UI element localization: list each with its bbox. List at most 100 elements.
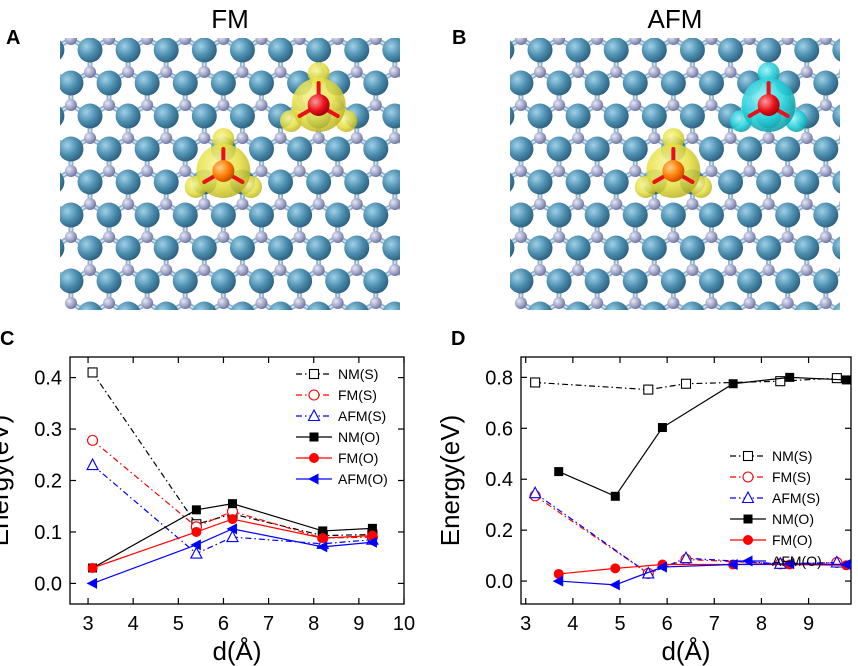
data-point: [643, 384, 654, 395]
large-atom: [756, 301, 781, 310]
large-atom: [813, 202, 839, 228]
bond-highlight: [414, 303, 433, 314]
small-atom: [255, 165, 268, 177]
small-atom: [838, 200, 840, 208]
small-atom: [179, 297, 192, 309]
small-atom: [781, 297, 794, 309]
large-atom: [584, 70, 610, 96]
bond-highlight: [845, 303, 858, 314]
small-atom: [496, 132, 508, 144]
small-atom: [514, 165, 527, 177]
x-axis-label: d(Å): [212, 636, 261, 666]
legend-marker: [743, 535, 753, 545]
bond: [616, 336, 635, 347]
legend-label: FM(O): [772, 532, 812, 548]
bond-highlight: [357, 336, 376, 347]
large-atom: [172, 136, 198, 162]
small-atom: [705, 165, 718, 177]
bond-highlight: [128, 336, 147, 347]
large-atom: [661, 335, 686, 360]
large-atom: [60, 202, 84, 228]
bond-highlight: [788, 336, 807, 347]
large-atom: [832, 236, 840, 260]
large-atom: [698, 70, 724, 96]
large-atom: [363, 335, 388, 360]
small-atom: [800, 66, 813, 78]
small-atom: [686, 198, 699, 210]
y-tick-label: 0.6: [485, 418, 513, 440]
small-atom: [610, 66, 623, 78]
large-atom: [115, 169, 141, 195]
small-atom: [331, 231, 344, 243]
small-atom: [255, 99, 268, 111]
data-point: [226, 529, 239, 543]
large-atom: [679, 103, 705, 129]
bond: [845, 138, 858, 149]
bond: [242, 336, 261, 347]
small-atom: [160, 264, 173, 276]
data-point: [530, 377, 541, 388]
series-line: [558, 563, 847, 575]
bond: [414, 72, 433, 83]
small-atom: [648, 132, 661, 144]
legend: NM(S) FM(S) AFM(S) NM(O) FM(O) AFM(O): [730, 448, 822, 569]
large-atom: [287, 5, 312, 30]
large-atom: [510, 238, 515, 258]
small-atom: [179, 165, 192, 177]
large-atom: [382, 169, 400, 195]
small-atom: [198, 264, 211, 276]
x-tick-label: 7: [263, 613, 274, 635]
data-point: [316, 541, 328, 553]
large-atom: [229, 235, 255, 261]
small-atom: [572, 198, 585, 210]
small-atom: [762, 132, 775, 144]
large-atom: [660, 70, 686, 96]
large-atom: [173, 335, 198, 360]
data-point: [86, 457, 99, 471]
small-atom: [629, 38, 642, 45]
bond: [223, 336, 242, 347]
bond: [845, 270, 858, 281]
small-atom: [103, 297, 116, 309]
bond: [845, 105, 858, 116]
small-atom: [198, 198, 211, 210]
bond: [185, 336, 204, 347]
bond: [128, 336, 147, 347]
small-atom: [496, 264, 508, 276]
small-atom: [122, 198, 135, 210]
small-atom: [591, 297, 604, 309]
large-atom: [851, 335, 858, 360]
small-atom: [275, 330, 287, 342]
large-atom: [737, 5, 762, 30]
small-atom: [64, 231, 77, 243]
large-atom: [191, 103, 217, 129]
large-atom: [547, 335, 572, 360]
bond-highlight: [673, 336, 692, 347]
large-atom: [546, 268, 572, 294]
data-point: [318, 526, 328, 536]
small-atom: [84, 198, 96, 210]
small-atom: [217, 231, 230, 243]
large-atom: [401, 203, 426, 228]
bond: [281, 336, 300, 347]
bond-highlight: [826, 336, 845, 347]
large-atom: [584, 136, 610, 162]
bond: [414, 237, 433, 248]
legend-label: FM(S): [338, 387, 377, 403]
large-atom: [306, 38, 332, 63]
large-atom: [382, 235, 400, 261]
small-atom: [351, 330, 363, 342]
large-atom: [172, 70, 198, 96]
legend-label: FM(O): [338, 450, 378, 466]
small-atom: [800, 264, 813, 276]
large-atom: [420, 38, 445, 63]
plot-frame: [520, 356, 852, 605]
data-point: [840, 559, 851, 571]
large-atom: [851, 5, 858, 30]
small-atom: [46, 132, 58, 144]
large-atom: [718, 169, 744, 195]
small-atom: [705, 297, 718, 309]
bond-highlight: [711, 336, 730, 347]
bond-highlight: [109, 336, 128, 347]
large-atom: [698, 136, 724, 162]
